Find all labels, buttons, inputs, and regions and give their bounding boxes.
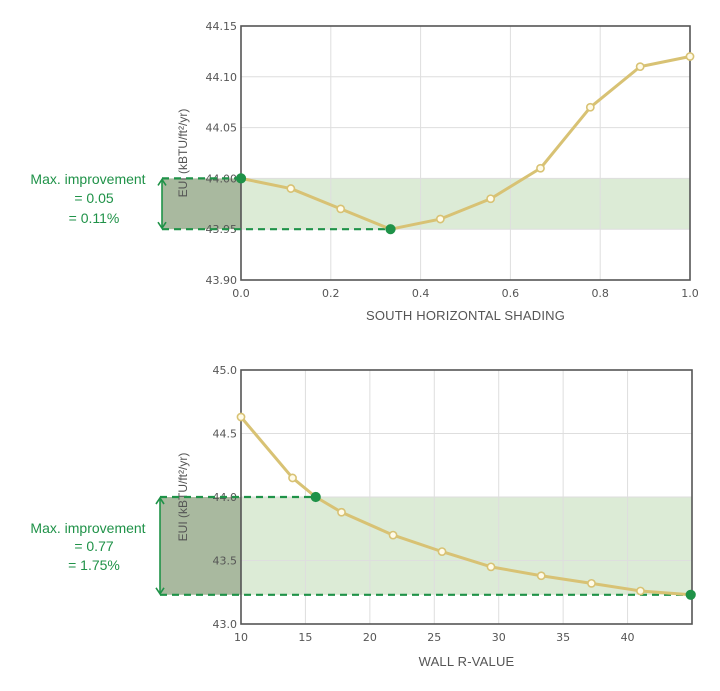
arrow-head-down-icon — [157, 221, 167, 230]
x-axis-label: SOUTH HORIZONTAL SHADING — [366, 308, 565, 323]
y-tick-label: 43.0 — [213, 618, 238, 631]
data-point — [636, 586, 645, 596]
x-tick-label: 1.0 — [681, 287, 699, 300]
y-tick-label: 43.95 — [206, 223, 238, 236]
data-point — [336, 204, 346, 214]
max-improvement-annotation: = 1.75% — [68, 557, 120, 573]
y-tick-label: 45.0 — [213, 364, 238, 377]
chart-1: 0.0 0.2 0.4 0.6 0.8 1.0 43.90 43.95 44.00 44.05 44… — [30, 20, 698, 323]
data-point — [685, 52, 695, 61]
data-point — [286, 184, 296, 193]
x-tick-label: 0.0 — [232, 287, 250, 300]
improvement-band-left — [160, 497, 241, 595]
y-axis-label: EUI (kBTU/ft²/yr) — [176, 109, 190, 198]
data-point — [388, 530, 398, 540]
y-tick-label: 43.90 — [206, 274, 238, 287]
y-tick-label: 44.5 — [213, 428, 238, 441]
data-point — [536, 571, 546, 581]
arrow-head-up-icon — [155, 496, 165, 505]
highlight-point — [685, 589, 696, 600]
x-tick-label: 40 — [621, 631, 635, 644]
max-improvement-annotation: Max. improvement — [30, 520, 145, 536]
data-point — [536, 163, 545, 173]
max-improvement-annotation: = 0.05 — [74, 190, 114, 206]
data-point — [585, 102, 595, 112]
x-tick-label: 0.6 — [502, 287, 520, 300]
data-point — [635, 62, 645, 72]
data-point — [486, 562, 496, 572]
x-tick-label: 30 — [492, 631, 506, 644]
plot-frame — [240, 369, 693, 625]
x-tick-label: 20 — [363, 631, 377, 644]
data-point — [236, 412, 246, 422]
y-tick-label: 43.5 — [213, 555, 238, 568]
y-tick-label: 44.05 — [206, 122, 238, 135]
data-point — [437, 547, 447, 557]
data-point — [435, 214, 445, 224]
data-point — [587, 578, 596, 588]
highlight-point — [310, 491, 321, 503]
highlight-point — [385, 224, 396, 235]
y-tick-label: 44.00 — [206, 172, 238, 185]
max-improvement-annotation: Max. improvement — [30, 171, 145, 187]
x-tick-label: 0.2 — [322, 287, 340, 300]
x-tick-label: 15 — [298, 631, 312, 644]
x-tick-label: 10 — [234, 631, 248, 644]
data-point — [486, 194, 496, 204]
highlight-point — [235, 173, 247, 184]
x-tick-label: 35 — [556, 631, 570, 644]
y-axis-label: EUI (kBTU/ft²/yr) — [176, 453, 190, 542]
improvement-band — [241, 178, 690, 230]
x-tick-label: 25 — [427, 631, 441, 644]
improvement-band-left — [162, 178, 241, 230]
plot-frame — [240, 25, 691, 281]
data-point — [337, 507, 346, 517]
improvement-band — [241, 497, 692, 595]
x-tick-label: 0.8 — [591, 287, 609, 300]
x-tick-label: 0.4 — [412, 287, 430, 300]
max-improvement-annotation: = 0.11% — [69, 210, 120, 226]
arrow-head-down-icon — [155, 587, 165, 596]
series-line — [240, 55, 691, 231]
y-tick-label: 44.10 — [206, 71, 238, 84]
max-improvement-annotation: = 0.77 — [74, 538, 114, 554]
x-axis-label: WALL R-VALUE — [419, 654, 515, 669]
arrow-head-up-icon — [157, 177, 167, 186]
data-point — [288, 473, 297, 483]
y-tick-label: 44.15 — [206, 20, 238, 33]
